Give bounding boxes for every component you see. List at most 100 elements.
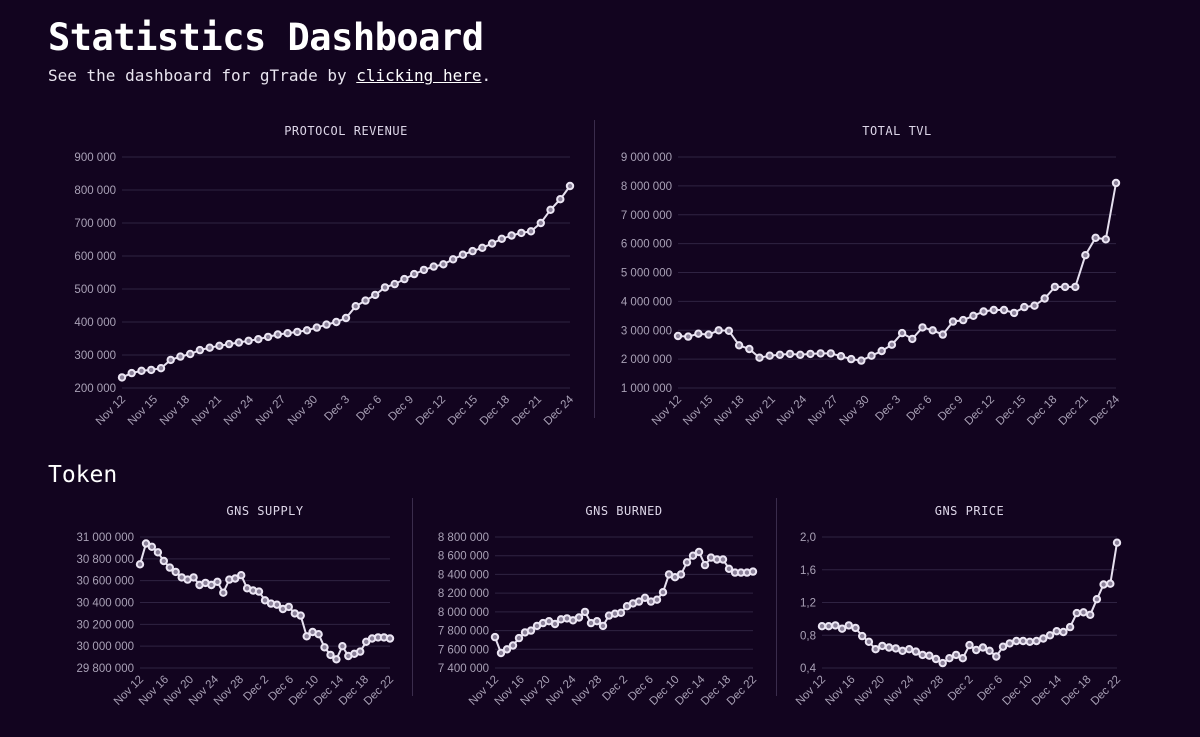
tvl-data-point[interactable] [1020, 302, 1029, 312]
burned-data-point[interactable] [676, 570, 686, 579]
revenue-data-point[interactable] [361, 296, 370, 305]
tvl-data-point[interactable] [887, 340, 897, 349]
burned-data-point[interactable] [592, 617, 602, 626]
price-data-point[interactable] [837, 624, 847, 633]
tvl-data-point[interactable] [979, 307, 988, 316]
price-data-point[interactable] [891, 644, 900, 653]
supply-data-point[interactable] [385, 634, 395, 643]
revenue-data-point[interactable] [117, 373, 127, 382]
burned-data-point[interactable] [580, 607, 590, 617]
revenue-data-point[interactable] [127, 368, 136, 378]
revenue-data-point[interactable] [273, 330, 282, 339]
revenue-data-point[interactable] [322, 320, 331, 329]
price-data-point[interactable] [884, 643, 894, 652]
tvl-data-point[interactable] [969, 311, 978, 320]
tvl-data-point[interactable] [734, 341, 744, 350]
price-data-point[interactable] [1012, 636, 1021, 646]
revenue-data-point[interactable] [176, 352, 185, 361]
price-data-point[interactable] [925, 651, 934, 660]
tvl-data-point[interactable] [816, 349, 825, 358]
supply-data-point[interactable] [362, 637, 371, 646]
revenue-data-point[interactable] [332, 317, 341, 327]
burned-data-point[interactable] [514, 633, 524, 643]
price-data-point[interactable] [945, 654, 954, 663]
price-data-point[interactable] [1106, 579, 1115, 588]
revenue-data-point[interactable] [468, 246, 477, 256]
tvl-data-point[interactable] [775, 350, 785, 359]
price-data-point[interactable] [951, 650, 961, 660]
tvl-data-point[interactable] [857, 356, 866, 365]
revenue-data-point[interactable] [293, 327, 302, 337]
price-data-point[interactable] [978, 643, 988, 652]
price-data-point[interactable] [1032, 636, 1041, 646]
tvl-data-point[interactable] [908, 334, 917, 344]
tvl-data-point[interactable] [1060, 282, 1070, 292]
revenue-data-point[interactable] [400, 274, 409, 284]
tvl-data-point[interactable] [1091, 233, 1100, 243]
supply-data-point[interactable] [314, 630, 323, 639]
burned-data-point[interactable] [640, 593, 650, 602]
price-data-point[interactable] [1018, 636, 1028, 646]
burned-data-point[interactable] [550, 619, 560, 629]
price-data-point[interactable] [918, 650, 927, 660]
price-data-point[interactable] [965, 640, 974, 650]
tvl-data-point[interactable] [999, 305, 1009, 315]
price-data-point[interactable] [1025, 637, 1035, 646]
tvl-data-point[interactable] [704, 330, 713, 339]
price-data-point[interactable] [992, 652, 1001, 661]
price-data-point[interactable] [1092, 595, 1102, 604]
gtrade-dashboard-link[interactable]: clicking here [356, 66, 482, 85]
supply-data-point[interactable] [231, 574, 240, 583]
supply-data-point[interactable] [159, 556, 169, 566]
price-data-point[interactable] [864, 637, 874, 646]
revenue-data-point[interactable] [254, 335, 263, 344]
tvl-data-point[interactable] [826, 349, 835, 358]
tvl-data-point[interactable] [989, 305, 998, 315]
revenue-data-point[interactable] [156, 364, 166, 373]
revenue-data-point[interactable] [283, 329, 292, 338]
supply-data-point[interactable] [356, 647, 365, 656]
burned-data-point[interactable] [508, 641, 518, 650]
revenue-data-point[interactable] [507, 231, 516, 240]
tvl-data-point[interactable] [959, 315, 968, 325]
price-data-point[interactable] [905, 645, 914, 654]
price-data-point[interactable] [911, 647, 921, 656]
revenue-data-point[interactable] [458, 250, 468, 259]
supply-data-point[interactable] [332, 655, 341, 664]
tvl-data-point[interactable] [684, 332, 693, 341]
tvl-data-point[interactable] [867, 351, 876, 360]
revenue-data-point[interactable] [487, 239, 497, 248]
revenue-data-point[interactable] [556, 195, 565, 204]
revenue-data-point[interactable] [263, 332, 273, 342]
price-data-point[interactable] [958, 654, 967, 663]
revenue-data-point[interactable] [351, 302, 360, 311]
burned-data-point[interactable] [652, 595, 662, 604]
supply-data-point[interactable] [207, 580, 216, 590]
revenue-data-point[interactable] [244, 336, 253, 345]
tvl-data-point[interactable] [897, 328, 907, 338]
burned-data-point[interactable] [616, 608, 626, 617]
revenue-data-point[interactable] [429, 262, 438, 271]
supply-data-point[interactable] [237, 571, 246, 580]
supply-data-point[interactable] [153, 548, 163, 557]
burned-data-point[interactable] [724, 564, 734, 573]
price-data-point[interactable] [1065, 622, 1075, 632]
revenue-data-point[interactable] [390, 279, 399, 289]
revenue-data-point[interactable] [419, 265, 429, 275]
price-data-point[interactable] [1039, 634, 1048, 643]
supply-data-point[interactable] [219, 588, 228, 597]
price-data-point[interactable] [985, 646, 994, 655]
tvl-data-point[interactable] [1101, 235, 1111, 244]
supply-data-point[interactable] [284, 602, 293, 612]
burned-data-point[interactable] [502, 645, 512, 654]
supply-data-point[interactable] [165, 563, 175, 572]
revenue-data-point[interactable] [536, 218, 545, 228]
supply-data-point[interactable] [302, 632, 311, 641]
tvl-data-point[interactable] [796, 350, 805, 359]
burned-data-point[interactable] [658, 588, 668, 597]
revenue-data-point[interactable] [224, 339, 234, 349]
revenue-data-point[interactable] [137, 366, 146, 375]
tvl-data-point[interactable] [877, 346, 886, 356]
revenue-data-point[interactable] [478, 243, 487, 253]
burned-data-point[interactable] [526, 626, 536, 635]
